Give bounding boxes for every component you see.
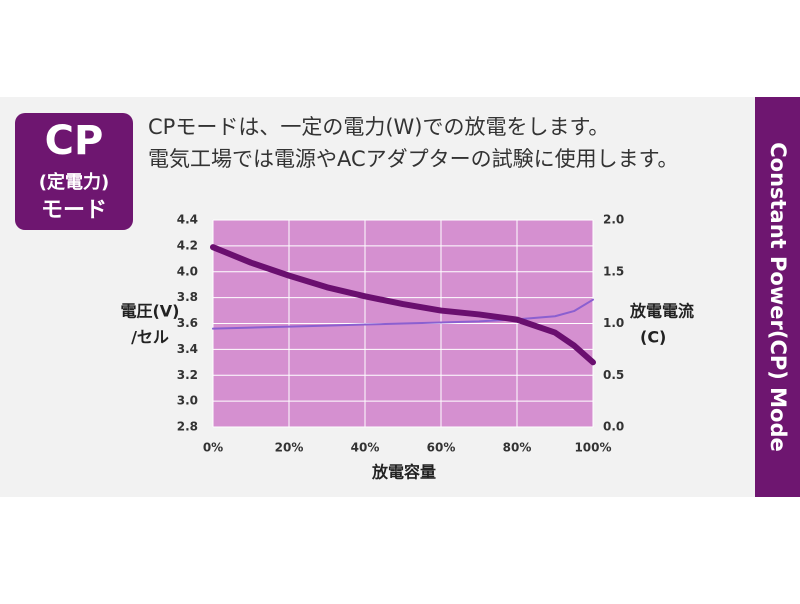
- description: 電気工場では電源やACアダプターの試験に使用します。: [148, 147, 679, 171]
- y2-tick-label: 0.5: [603, 368, 624, 382]
- y-tick-label: 3.6: [177, 316, 198, 330]
- y-axis-label: /セル: [131, 328, 169, 347]
- y2-axis-label: 放電電流: [629, 302, 694, 321]
- y2-tick-label: 0.0: [603, 420, 624, 434]
- side-label: Constant Power(CP) Mode: [766, 142, 790, 452]
- series-line: [210, 244, 596, 366]
- x-tick-label: 40%: [351, 441, 380, 455]
- x-tick-label: 60%: [427, 441, 456, 455]
- y2-tick-label: 1.0: [603, 316, 624, 330]
- y-tick-label: 3.2: [177, 368, 198, 382]
- series-line: [212, 298, 594, 330]
- y-axis-label: 電圧(V): [120, 302, 179, 321]
- badge-title: CP: [45, 118, 104, 164]
- x-tick-label: 100%: [574, 441, 611, 455]
- x-tick-label: 20%: [275, 441, 304, 455]
- x-tick-label: 0%: [203, 441, 223, 455]
- y2-tick-label: 1.5: [603, 264, 624, 278]
- badge-mode: モード: [41, 198, 107, 223]
- x-tick-label: 80%: [503, 441, 532, 455]
- y2-tick-label: 2.0: [603, 213, 624, 227]
- badge-subtitle: (定電力): [39, 171, 109, 193]
- y-tick-label: 3.8: [177, 290, 198, 304]
- y-tick-label: 4.2: [177, 238, 198, 252]
- x-axis-label: 放電容量: [371, 463, 436, 482]
- y2-axis-label: (C): [640, 328, 666, 347]
- y-tick-label: 4.0: [177, 264, 198, 278]
- side-bar: [755, 97, 800, 497]
- badge: [15, 113, 133, 230]
- y-tick-label: 3.0: [177, 394, 198, 408]
- description: CPモードは、一定の電力(W)での放電をします。: [148, 115, 609, 139]
- y-tick-label: 4.4: [177, 213, 198, 227]
- y-tick-label: 2.8: [177, 420, 198, 434]
- y-tick-label: 3.4: [177, 342, 198, 356]
